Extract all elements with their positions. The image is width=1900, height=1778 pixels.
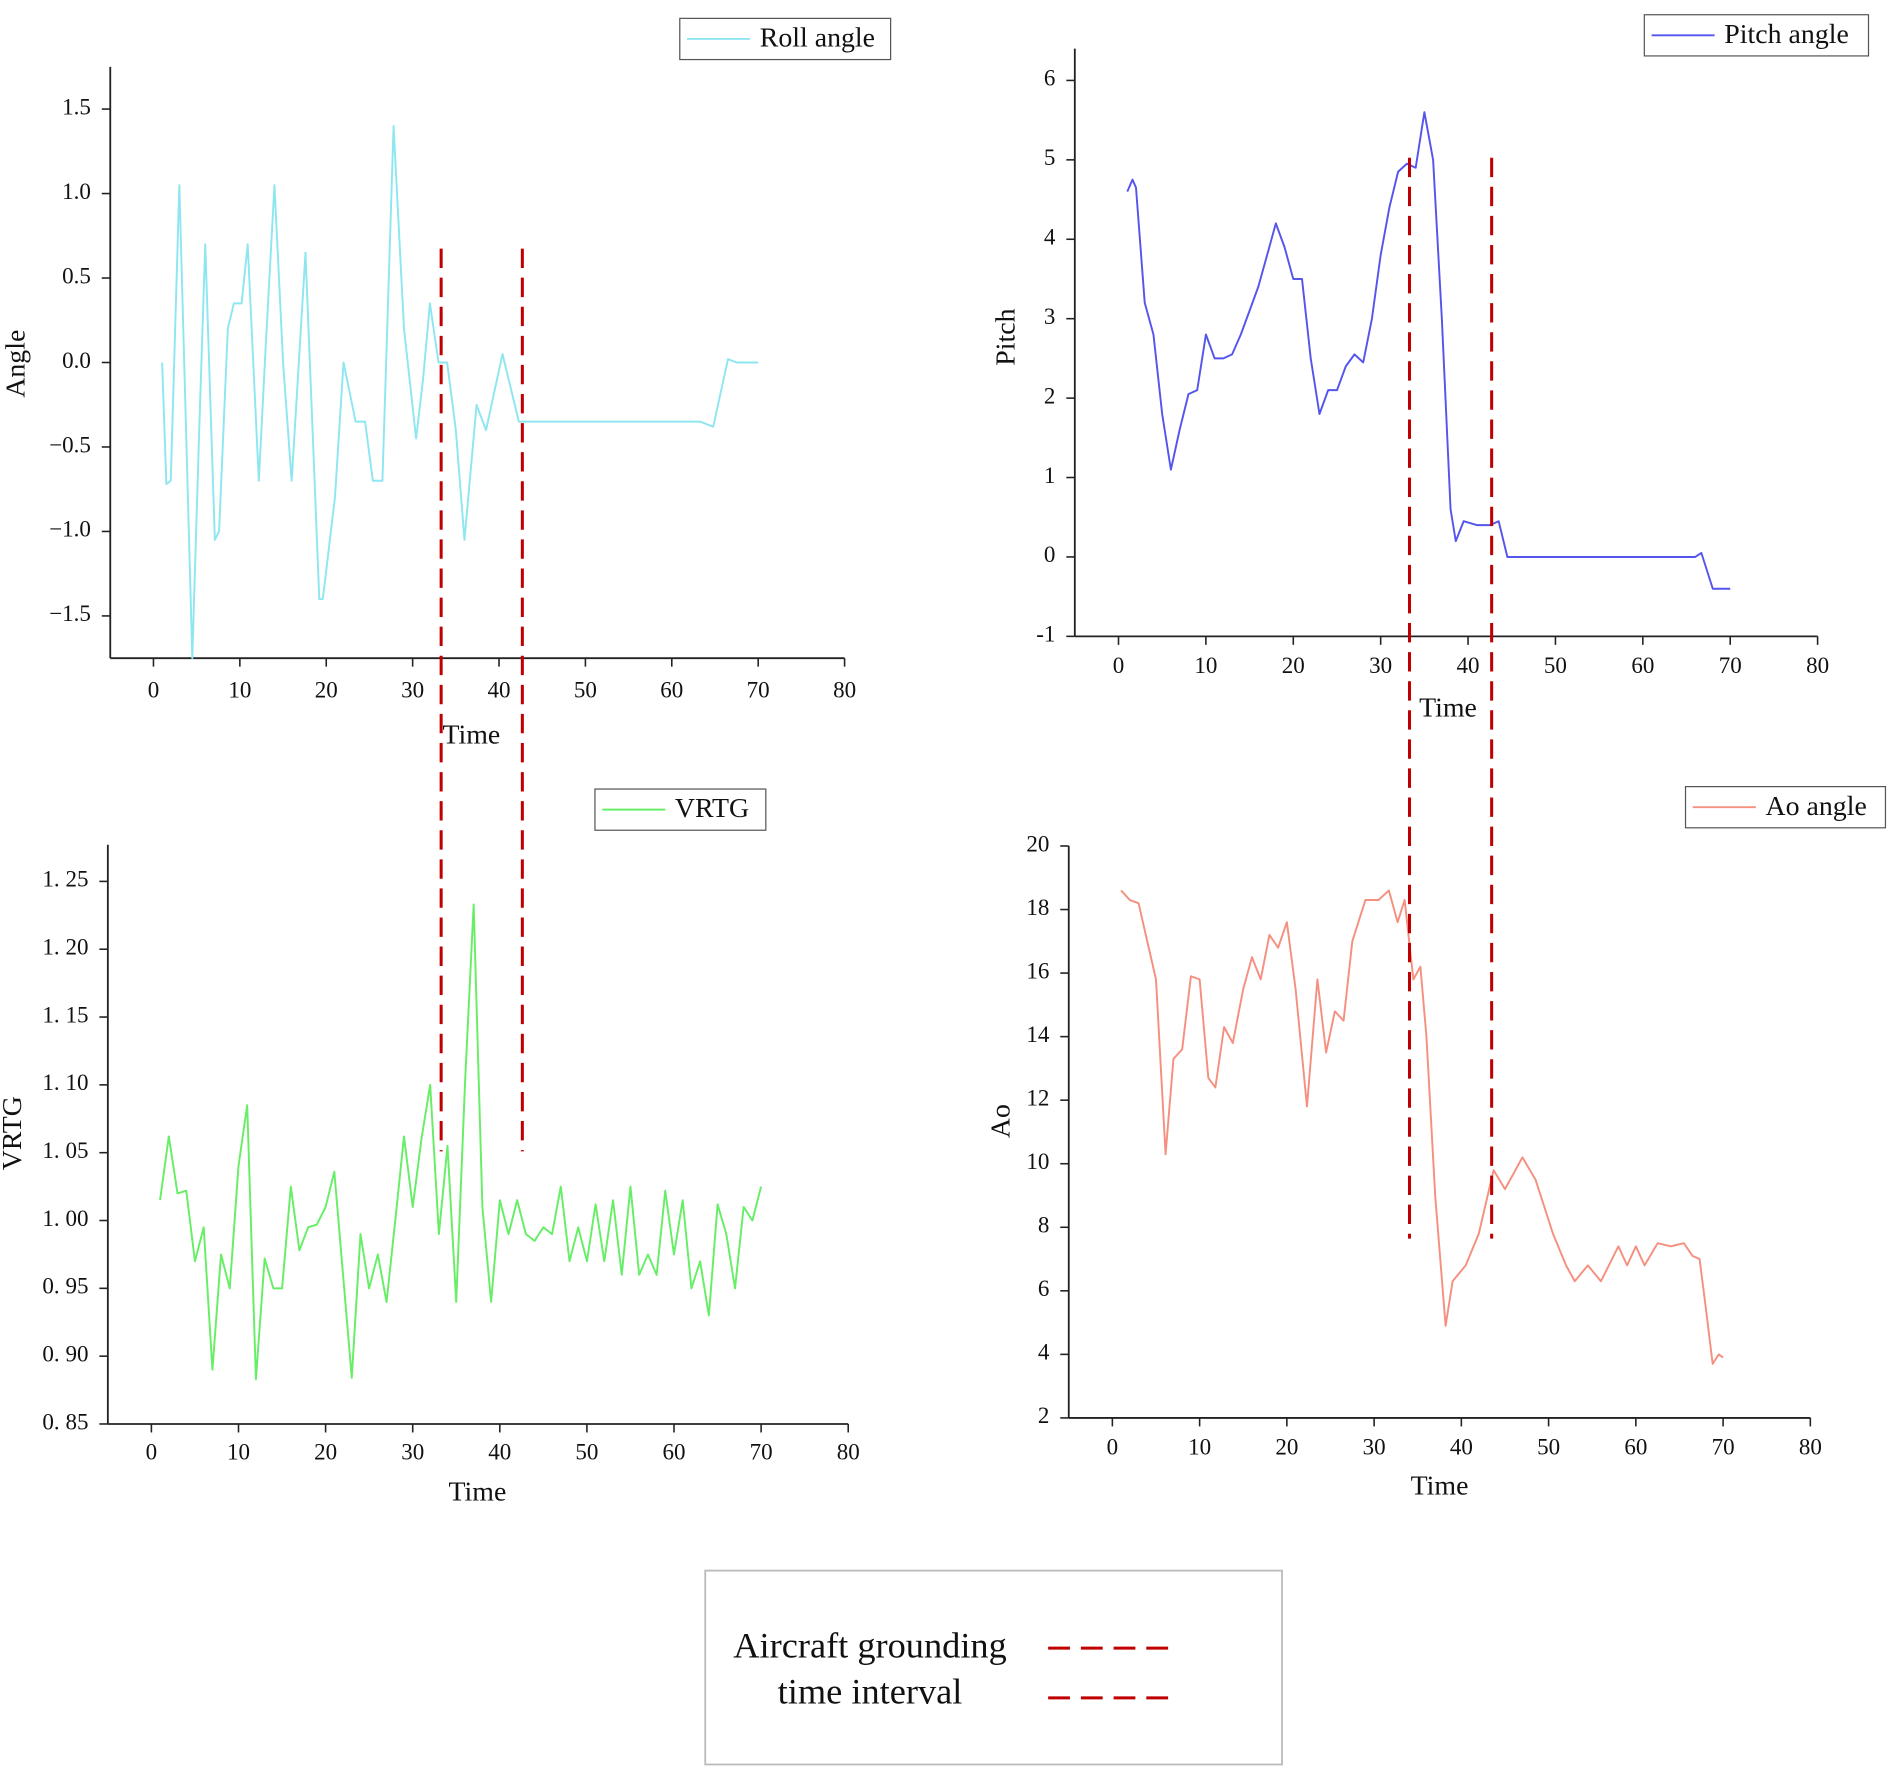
y-tick-label: 0.5 (62, 262, 91, 288)
y-tick-label: 4 (1044, 224, 1056, 250)
interval-legend-box (704, 1569, 1283, 1766)
y-tick-label: −0.5 (49, 431, 91, 457)
x-tick-label: 30 (1363, 1434, 1386, 1460)
x-tick-label: 80 (837, 1439, 860, 1465)
x-tick-label: 70 (1712, 1434, 1735, 1460)
x-tick-label: 30 (1369, 652, 1392, 678)
y-tick-label: 0. 95 (42, 1273, 88, 1299)
y-tick-label: 1.5 (62, 93, 91, 119)
interval-legend-text: time interval (778, 1672, 963, 1712)
y-tick-label: 14 (1026, 1021, 1050, 1047)
y-tick-label: 1. 10 (42, 1069, 88, 1095)
x-axis-label: Time (1419, 693, 1477, 724)
x-tick-label: 80 (833, 676, 856, 702)
interval-legend-text: Aircraft grounding (733, 1626, 1007, 1666)
x-tick-label: 10 (1188, 1434, 1211, 1460)
y-axis-label: Angle (1, 330, 32, 398)
legend-label: Roll angle (760, 23, 875, 54)
x-tick-label: 40 (1457, 652, 1480, 678)
x-tick-label: 20 (315, 676, 338, 702)
x-axis-label: Time (1411, 1471, 1469, 1502)
y-tick-label: 1. 15 (42, 1001, 88, 1027)
series-line (1126, 111, 1731, 590)
legend-label: Pitch angle (1724, 19, 1849, 50)
x-tick-label: 30 (401, 676, 424, 702)
x-tick-label: 10 (227, 1439, 250, 1465)
legend-label: Ao angle (1765, 791, 1866, 822)
x-tick-label: 0 (146, 1439, 158, 1465)
x-tick-label: 30 (401, 1439, 424, 1465)
x-tick-label: 60 (1631, 652, 1654, 678)
y-tick-label: 1. 20 (42, 934, 88, 960)
y-tick-label: 3 (1044, 303, 1056, 329)
x-tick-label: 40 (488, 676, 511, 702)
x-tick-label: 70 (1719, 652, 1742, 678)
y-tick-label: 12 (1026, 1084, 1049, 1110)
y-tick-label: 10 (1026, 1148, 1049, 1174)
x-tick-label: 70 (747, 676, 770, 702)
x-axis-label: Time (442, 719, 500, 750)
y-axis-label: VRTG (0, 1096, 28, 1170)
x-tick-label: 10 (1194, 652, 1217, 678)
x-tick-label: 0 (1113, 652, 1125, 678)
y-tick-label: 4 (1038, 1339, 1050, 1365)
x-tick-label: 70 (750, 1439, 773, 1465)
x-axis-label: Time (449, 1477, 507, 1508)
x-tick-label: 80 (1799, 1434, 1822, 1460)
y-tick-label: 1. 00 (42, 1205, 88, 1231)
x-tick-label: 50 (1537, 1434, 1560, 1460)
x-tick-label: 40 (1450, 1434, 1473, 1460)
y-tick-label: −1.0 (49, 516, 91, 542)
y-tick-label: 1.0 (62, 178, 91, 204)
y-tick-label: 0 (1044, 541, 1056, 567)
x-tick-label: 60 (660, 676, 683, 702)
x-tick-label: 0 (1107, 1434, 1119, 1460)
y-tick-label: 2 (1044, 382, 1056, 408)
y-tick-label: 5 (1044, 144, 1056, 170)
x-tick-label: 20 (1282, 652, 1305, 678)
x-tick-label: 50 (574, 676, 597, 702)
legend-box (1643, 14, 1870, 57)
legend-label: VRTG (675, 793, 749, 824)
y-tick-label: 0.0 (62, 347, 91, 373)
y-tick-label: 0. 85 (42, 1408, 88, 1434)
x-tick-label: 60 (663, 1439, 686, 1465)
x-tick-label: 50 (1544, 652, 1567, 678)
y-tick-label: 6 (1044, 65, 1056, 91)
y-axis-label: Pitch (991, 308, 1022, 365)
x-tick-label: 0 (148, 676, 160, 702)
x-tick-label: 20 (314, 1439, 337, 1465)
y-tick-label: −1.5 (49, 600, 91, 626)
x-tick-label: 10 (228, 676, 251, 702)
series-line (159, 903, 763, 1381)
series-line (1120, 889, 1724, 1365)
y-axis-label: Ao (986, 1104, 1017, 1138)
y-tick-label: 1 (1044, 462, 1056, 488)
y-tick-label: 0. 90 (42, 1340, 88, 1366)
x-tick-label: 20 (1275, 1434, 1298, 1460)
y-tick-label: 2 (1038, 1402, 1050, 1428)
y-tick-label: 8 (1038, 1212, 1050, 1238)
y-tick-label: 1. 25 (42, 866, 88, 892)
y-tick-label: 20 (1026, 830, 1049, 856)
y-tick-label: -1 (1036, 621, 1055, 647)
y-tick-label: 18 (1026, 894, 1049, 920)
series-line (161, 125, 759, 660)
x-tick-label: 80 (1806, 652, 1829, 678)
x-tick-label: 60 (1624, 1434, 1647, 1460)
y-tick-label: 1. 05 (42, 1137, 88, 1163)
x-tick-label: 50 (575, 1439, 598, 1465)
y-tick-label: 16 (1026, 957, 1049, 983)
y-tick-label: 6 (1038, 1275, 1050, 1301)
x-tick-label: 40 (488, 1439, 511, 1465)
